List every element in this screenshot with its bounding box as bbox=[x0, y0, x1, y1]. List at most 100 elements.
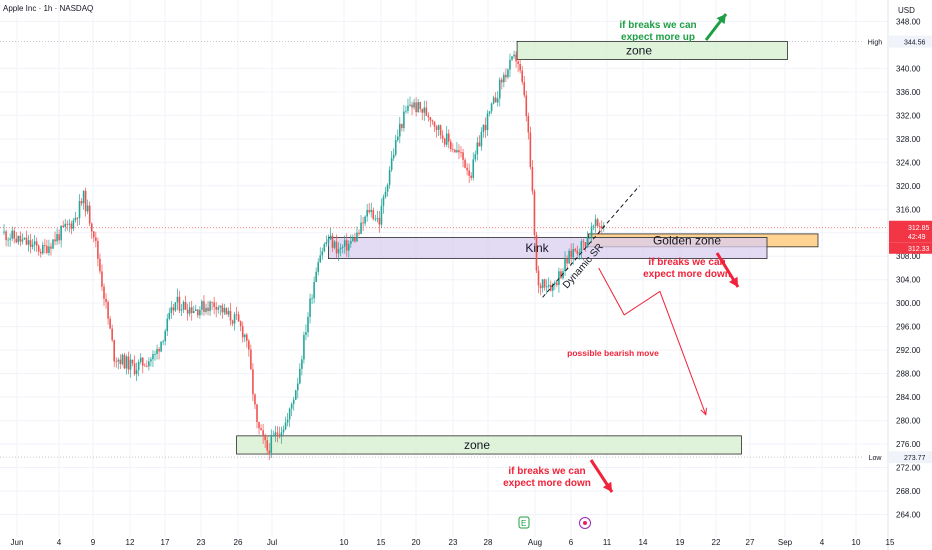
candle-body bbox=[201, 301, 203, 310]
candle-body bbox=[150, 359, 152, 362]
down-arrow-upper-head bbox=[729, 276, 738, 287]
price-tick-label: 264.00 bbox=[896, 511, 921, 520]
candle-body bbox=[66, 223, 69, 225]
candle-body bbox=[270, 435, 273, 453]
candle-body bbox=[409, 104, 411, 106]
candle-body bbox=[95, 237, 97, 241]
candle-body bbox=[192, 311, 195, 314]
candle-body bbox=[88, 205, 91, 224]
down-arrow-lower-head bbox=[602, 481, 612, 492]
candle-body bbox=[82, 190, 85, 204]
candle-body bbox=[382, 196, 385, 206]
events-icon[interactable] bbox=[579, 517, 591, 529]
candle-body bbox=[282, 429, 285, 433]
candle-body bbox=[545, 286, 548, 288]
candle-body bbox=[241, 326, 244, 338]
candle-body bbox=[288, 408, 291, 420]
candle-body bbox=[195, 309, 197, 312]
chart-title: Apple Inc · 1h · NASDAQ bbox=[3, 4, 93, 13]
candle-body bbox=[372, 210, 375, 219]
candle-body bbox=[221, 305, 224, 313]
candle-body bbox=[468, 170, 470, 176]
candle-body bbox=[86, 205, 89, 212]
candle-body bbox=[7, 239, 9, 241]
candle-body bbox=[556, 282, 558, 285]
time-tick-label: Aug bbox=[528, 538, 542, 547]
candle-body bbox=[250, 349, 252, 370]
candle-body bbox=[131, 359, 134, 364]
candle-body bbox=[68, 223, 71, 225]
candle-body bbox=[258, 422, 260, 429]
candle-body bbox=[388, 170, 391, 185]
candle-body bbox=[180, 309, 183, 311]
candle-body bbox=[286, 419, 289, 423]
price-tick-label: 276.00 bbox=[896, 440, 921, 449]
candle-body bbox=[460, 152, 462, 154]
candle-body bbox=[586, 238, 589, 247]
candle-body bbox=[566, 258, 568, 264]
candle-body bbox=[205, 307, 207, 312]
candle-body bbox=[325, 242, 328, 245]
candle-body bbox=[505, 74, 507, 78]
price-axis[interactable]: 264.00 268.00 272.00 276.00 280.00 284.00 288.… bbox=[864, 17, 932, 520]
candle-body bbox=[125, 356, 128, 369]
candle-body bbox=[458, 150, 460, 153]
candle-body bbox=[78, 201, 81, 219]
candle-body bbox=[107, 302, 109, 319]
candle-body bbox=[552, 284, 554, 291]
candle-body bbox=[415, 102, 417, 113]
candle-body bbox=[119, 359, 122, 365]
candle-body bbox=[484, 124, 487, 131]
annotation-text: if breaks we can bbox=[648, 257, 725, 268]
candle-body bbox=[331, 235, 334, 248]
time-tick-label: 15 bbox=[886, 538, 895, 547]
candle-body bbox=[376, 217, 379, 219]
candle-body bbox=[515, 54, 517, 62]
candle-body bbox=[488, 111, 491, 114]
candle-body bbox=[60, 225, 62, 241]
candle-body bbox=[368, 210, 370, 213]
candle-body bbox=[501, 79, 503, 83]
candle-body bbox=[103, 286, 105, 299]
candle-body bbox=[592, 225, 595, 227]
candle-body bbox=[529, 132, 532, 167]
candle-body bbox=[156, 348, 158, 354]
candle-body bbox=[309, 298, 311, 317]
price-tick-label: 320.00 bbox=[896, 182, 921, 191]
candle-body bbox=[52, 239, 54, 249]
price-tick-label: 272.00 bbox=[896, 464, 921, 473]
candle-body bbox=[3, 231, 5, 233]
candle-body bbox=[450, 141, 452, 150]
candle-body bbox=[392, 154, 395, 159]
annotation-text: if breaks we can bbox=[619, 20, 696, 31]
candle-body bbox=[303, 335, 305, 360]
time-axis[interactable]: Jun 4 9 12 17 23 26 Jul 10 15 20 23 28 Aug 6 11 14 19 22 27… bbox=[11, 538, 895, 547]
candle-body bbox=[209, 301, 211, 312]
dynamic-sr-line bbox=[542, 185, 640, 298]
candle-body bbox=[341, 246, 344, 248]
candle-body bbox=[62, 225, 64, 227]
candle-body bbox=[435, 126, 438, 130]
candle-body bbox=[294, 390, 297, 400]
candle-body bbox=[276, 432, 279, 435]
candlestick-series bbox=[3, 50, 605, 460]
candle-body bbox=[135, 370, 138, 375]
candle-body bbox=[105, 298, 107, 303]
price-tick-label: 304.00 bbox=[896, 276, 921, 285]
candle-body bbox=[423, 107, 426, 113]
candle-body bbox=[133, 363, 136, 375]
candle-body bbox=[511, 56, 513, 60]
low-tag-bg bbox=[889, 451, 932, 464]
candle-body bbox=[178, 296, 181, 311]
candle-body bbox=[17, 235, 20, 243]
earnings-icon[interactable]: E bbox=[518, 516, 530, 529]
candle-body bbox=[582, 241, 585, 243]
candle-body bbox=[219, 305, 222, 308]
candle-body bbox=[380, 205, 383, 225]
candle-body bbox=[360, 222, 362, 234]
candle-body bbox=[362, 222, 364, 224]
up-arrow-head bbox=[716, 14, 726, 25]
candle-body bbox=[321, 251, 324, 256]
candle-body bbox=[199, 309, 201, 316]
